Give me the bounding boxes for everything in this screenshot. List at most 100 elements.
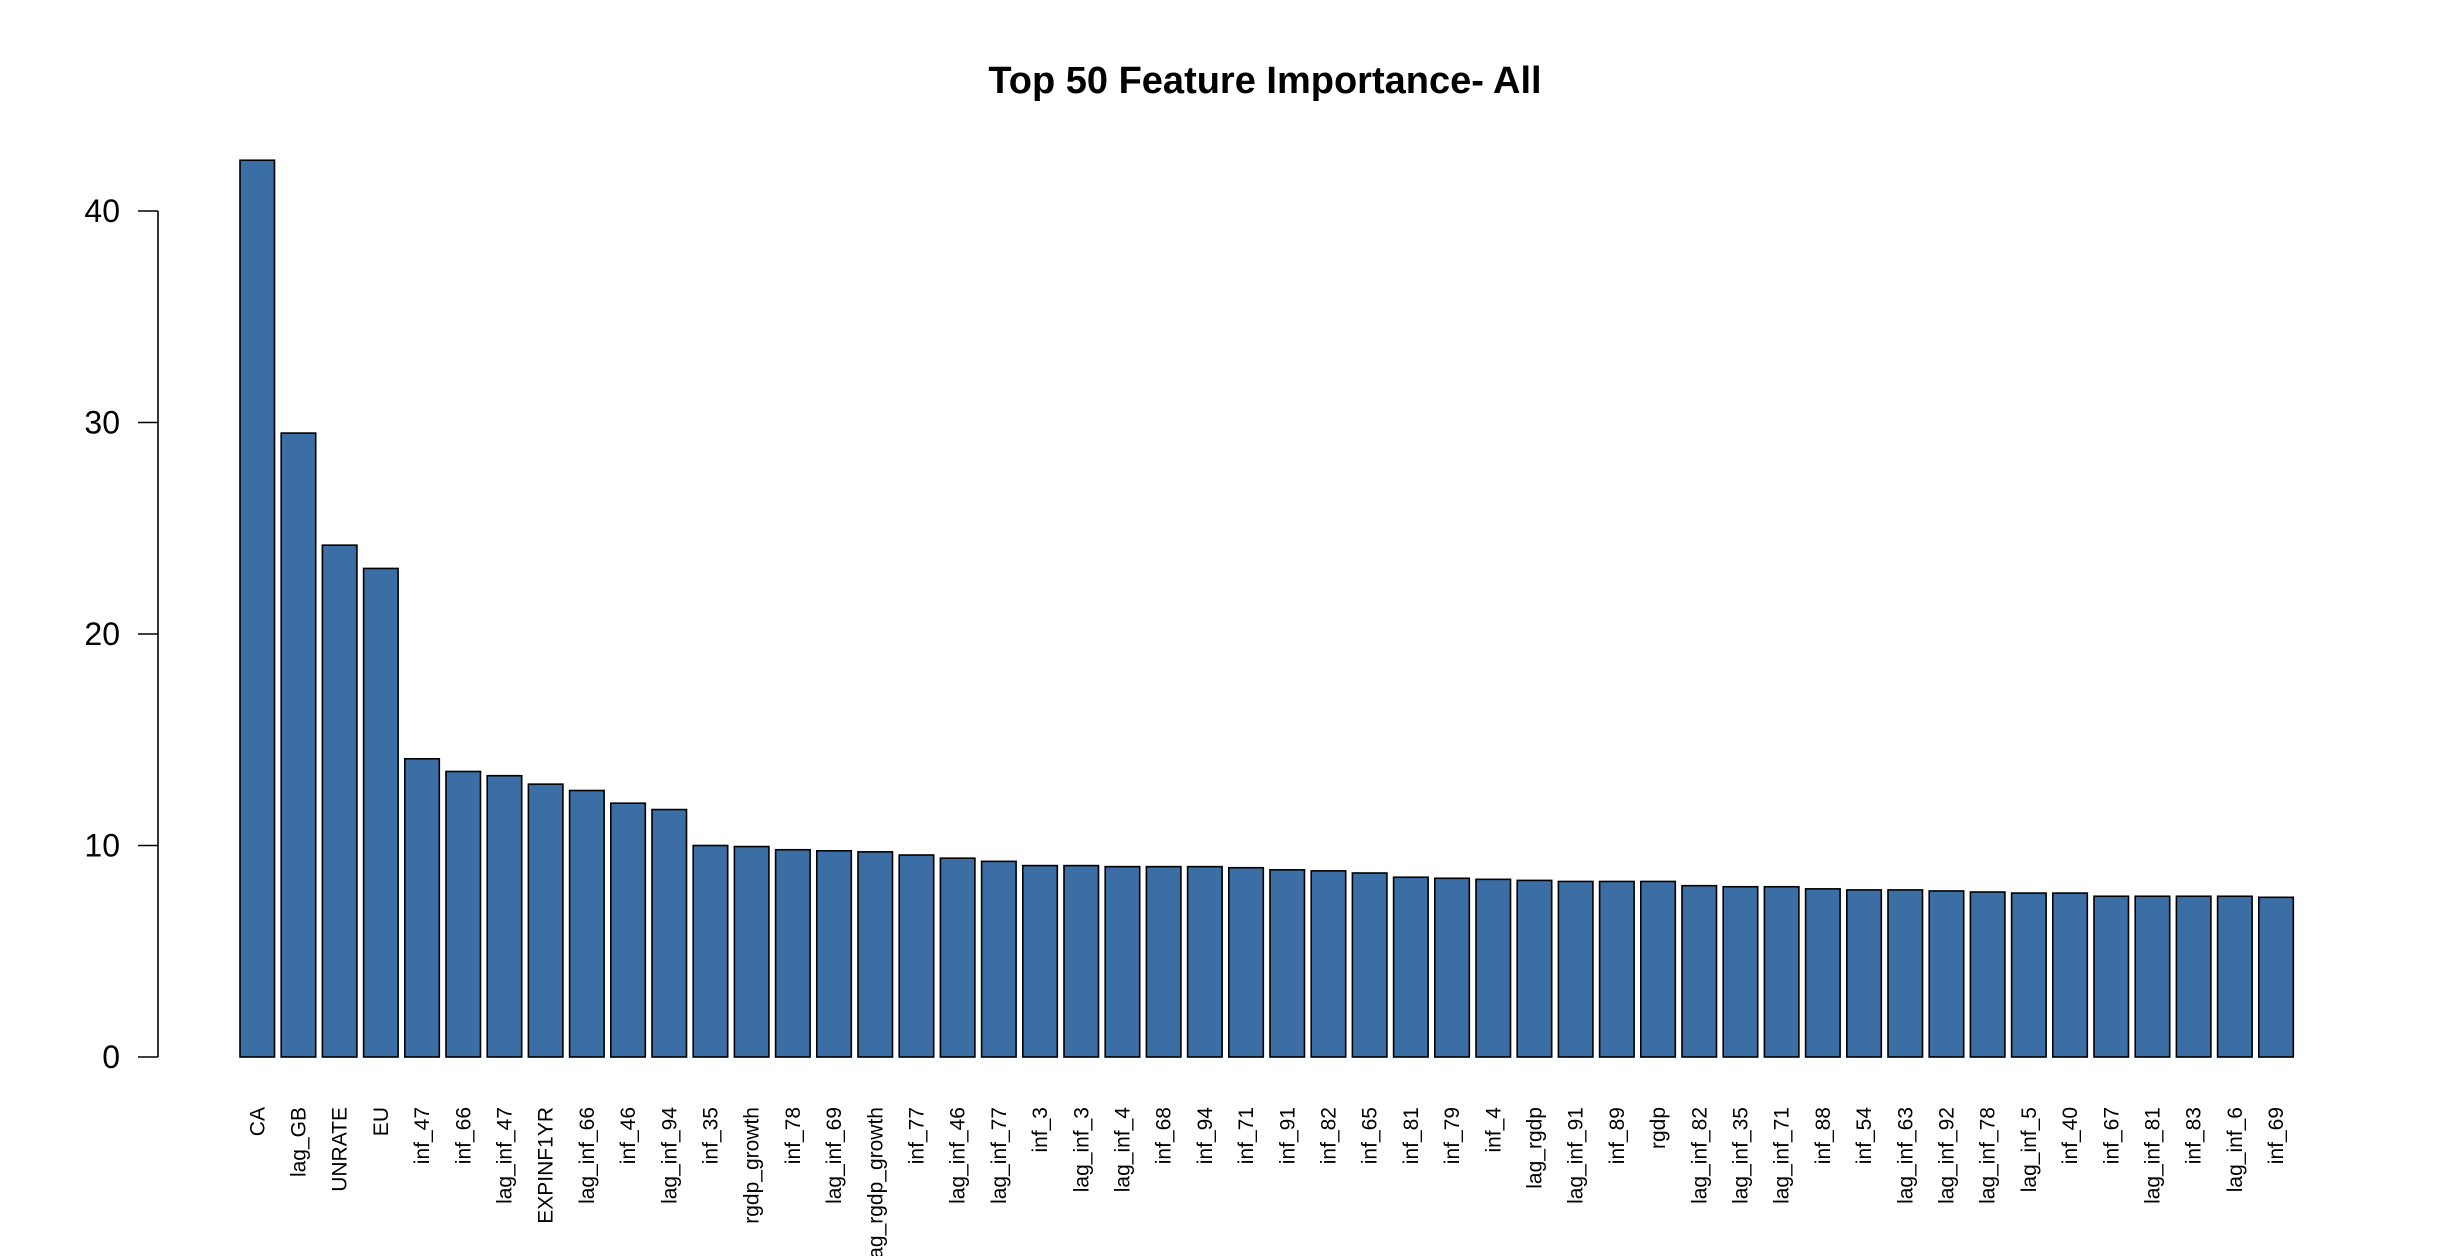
bar-lag-inf-47 [486,774,523,1058]
x-tick-label: lag_inf_63 [1894,1107,1917,1204]
bar-inf-94 [1186,865,1223,1058]
x-tick-label: inf_94 [1194,1107,1217,1165]
bar-inf-40 [2052,892,2089,1058]
x-tick-label: inf_40 [2059,1107,2082,1164]
x-tick-label: inf_77 [905,1107,928,1164]
bar-inf-68 [1145,865,1182,1058]
bar-inf-78 [774,848,811,1058]
x-tick-label: UNRATE [329,1107,352,1192]
x-tick-label: inf_91 [1276,1107,1299,1164]
bar-lag-inf-92 [1928,890,1965,1058]
bar-inf-77 [898,854,935,1058]
x-tick-label: inf_54 [1853,1107,1876,1165]
x-tick-label: inf_81 [1400,1107,1423,1164]
bar-lag-rgdp [1516,879,1553,1058]
x-tick-label: inf_3 [1029,1107,1052,1153]
x-tick-label: inf_69 [2265,1107,2288,1164]
x-tick-label: inf_65 [1359,1107,1382,1164]
x-tick-label: inf_67 [2100,1107,2123,1164]
y-axis: 0 10 20 30 40 [84,193,159,1075]
x-tick-label: CA [246,1107,269,1136]
bar-lag-inf-46 [939,857,976,1058]
x-tick-label: inf_89 [1606,1107,1629,1164]
bar-lag-inf-63 [1887,889,1924,1058]
bars [239,159,2295,1058]
x-tick-label: lag_inf_4 [1111,1107,1134,1193]
x-tick-label: lag_inf_3 [1070,1107,1093,1192]
x-tick-label: inf_88 [1812,1107,1835,1164]
x-tick-label: lag_inf_6 [2224,1107,2247,1192]
x-tick-label: lag_inf_5 [2018,1107,2041,1192]
x-tick-label: lag_inf_78 [1977,1107,2000,1204]
x-tick-label: inf_66 [452,1107,475,1164]
x-tick-label: rgdp_growth [741,1107,764,1224]
x-axis-labels: CA lag_GB UNRATE EU inf_47 inf_66 lag_inf_47 EX… [246,1107,2288,1256]
x-tick-label: EXPINF1YR [535,1107,558,1224]
bar-rgdp [1640,880,1677,1058]
bar-rgdp-growth [733,845,770,1058]
bar-lag-inf-82 [1681,884,1718,1058]
bar-inf-79 [1434,877,1471,1058]
x-tick-label: lag_inf_35 [1729,1107,1752,1204]
bar-inf-35 [692,844,729,1058]
x-tick-label: inf_68 [1153,1107,1176,1164]
x-tick-label: lag_inf_71 [1771,1107,1794,1204]
y-tick-label: 20 [84,616,120,652]
x-tick-label: lag_rgdp_growth [864,1107,887,1256]
bar-lag-inf-5 [2010,892,2047,1058]
x-tick-label: inf_4 [1482,1107,1505,1153]
bar-inf-65 [1351,872,1388,1058]
x-tick-label: lag_rgdp [1523,1107,1546,1189]
bar-expinf1yr [527,783,564,1058]
bar-inf-4 [1475,878,1512,1058]
x-tick-label: lag_GB [287,1107,310,1177]
y-tick-label: 0 [102,1039,120,1075]
x-tick-label: inf_79 [1441,1107,1464,1164]
bar-lag-rgdp-growth [857,851,894,1058]
bar-lag-inf-91 [1557,880,1594,1058]
y-tick-label: 30 [84,405,120,441]
bar-lag-inf-3 [1063,864,1100,1058]
bar-lag-inf-4 [1104,865,1141,1058]
bar-lag-inf-78 [1969,891,2006,1058]
x-tick-label: lag_inf_77 [988,1107,1011,1204]
bar-lag-inf-69 [815,849,853,1058]
bar-inf-3 [1021,864,1059,1058]
x-tick-label: lag_inf_66 [576,1107,599,1204]
bar-inf-69 [2258,896,2295,1058]
x-tick-label: lag_inf_81 [2141,1107,2164,1204]
bar-eu [362,567,399,1058]
x-tick-label: rgdp [1647,1107,1670,1149]
x-tick-label: inf_83 [2183,1107,2206,1164]
bar-inf-91 [1269,869,1306,1058]
bar-lag-inf-81 [2134,895,2171,1058]
x-tick-label: lag_inf_46 [947,1107,970,1204]
bar-inf-66 [445,770,482,1058]
x-tick-label: lag_inf_69 [823,1107,846,1204]
bar-inf-81 [1392,876,1429,1058]
bar-inf-88 [1804,888,1841,1058]
bar-lag-inf-94 [651,808,688,1058]
x-tick-label: inf_35 [699,1107,722,1164]
bar-inf-82 [1310,870,1347,1058]
x-tick-label: inf_47 [411,1107,434,1164]
x-tick-label: inf_71 [1235,1107,1258,1164]
bar-inf-67 [2093,895,2130,1058]
bar-unrate [321,544,358,1058]
bar-lag-inf-66 [568,789,605,1058]
bar-lag-inf-77 [980,860,1017,1058]
x-tick-label: lag_inf_91 [1565,1107,1588,1204]
bar-lag-inf-71 [1763,885,1800,1058]
y-tick-label: 10 [84,828,120,864]
x-tick-label: EU [370,1107,393,1136]
bar-inf-47 [403,757,441,1058]
x-tick-label: inf_46 [617,1107,640,1164]
bar-inf-89 [1598,880,1635,1058]
x-tick-label: lag_inf_82 [1688,1107,1711,1204]
x-tick-label: inf_78 [782,1107,805,1164]
chart-title: Top 50 Feature Importance- All [988,60,1541,102]
bar-inf-46 [609,802,647,1058]
x-tick-label: lag_inf_94 [658,1107,681,1204]
bar-lag-inf-35 [1722,885,1759,1058]
